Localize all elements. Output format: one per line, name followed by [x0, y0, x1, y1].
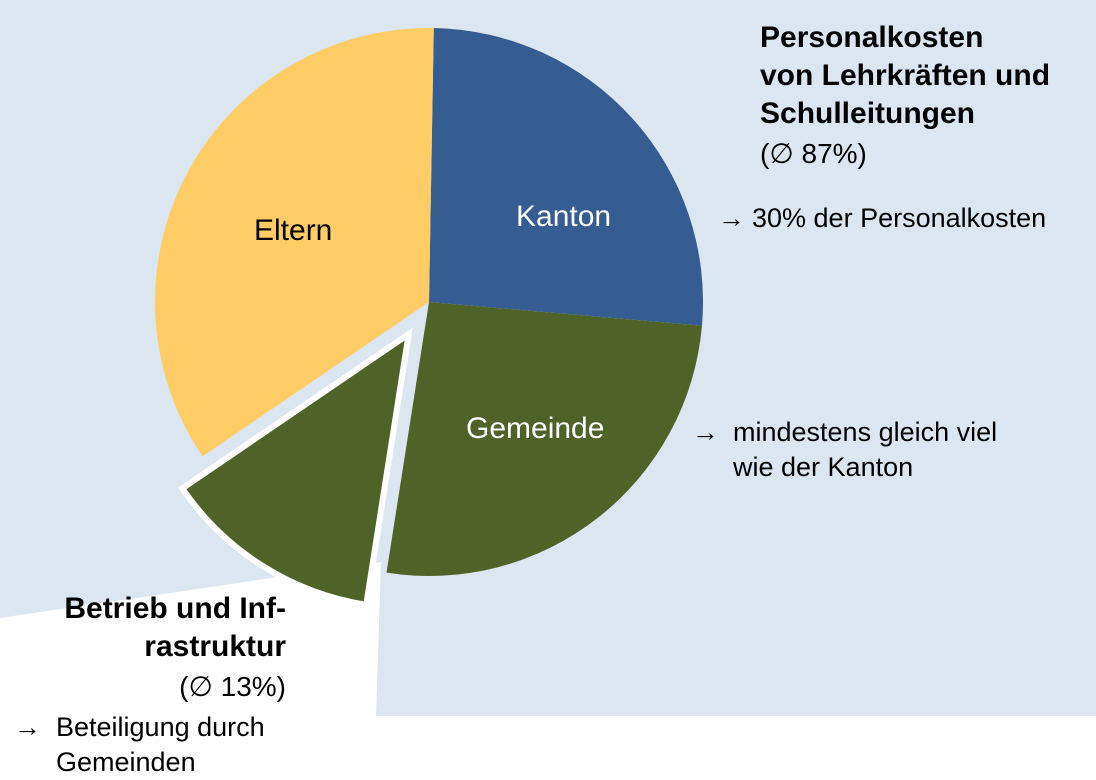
operations-note-line: Gemeinden	[56, 747, 196, 777]
slice-label-gemeinde: Gemeinde	[466, 412, 605, 445]
arrow-right-icon: →	[14, 712, 41, 742]
heading-line: von Lehrkräften und	[760, 59, 1051, 92]
gemeinde-note-line: wie der Kanton	[733, 452, 914, 482]
operations-share: (∅ 13%)	[179, 671, 286, 702]
slice-label-kanton: Kanton	[516, 200, 612, 233]
kanton-note: → 30% der Personalkosten	[718, 201, 1046, 236]
arrow-right-icon: →	[692, 417, 719, 447]
pie-slice-gemeinde	[386, 302, 702, 576]
pie-slice-kanton	[429, 28, 703, 326]
operations-note-line: Beteiligung durch	[56, 712, 265, 742]
gemeinde-note-line: mindestens gleich viel	[733, 417, 998, 447]
heading-line: Schulleitungen	[760, 97, 976, 130]
slice-label-eltern: Eltern	[254, 214, 333, 247]
arrow-right-icon: →	[718, 203, 745, 233]
pie-slice-operations	[178, 327, 413, 609]
pie-slice-eltern	[155, 27, 434, 457]
heading-line: rastruktur	[144, 630, 286, 663]
kanton-note-text: 30% der Personalkosten	[752, 203, 1047, 233]
heading-line: Personalkosten	[760, 21, 984, 54]
heading-line: Betrieb und Inf-	[64, 592, 286, 625]
personnel-share: (∅ 87%)	[760, 138, 867, 169]
